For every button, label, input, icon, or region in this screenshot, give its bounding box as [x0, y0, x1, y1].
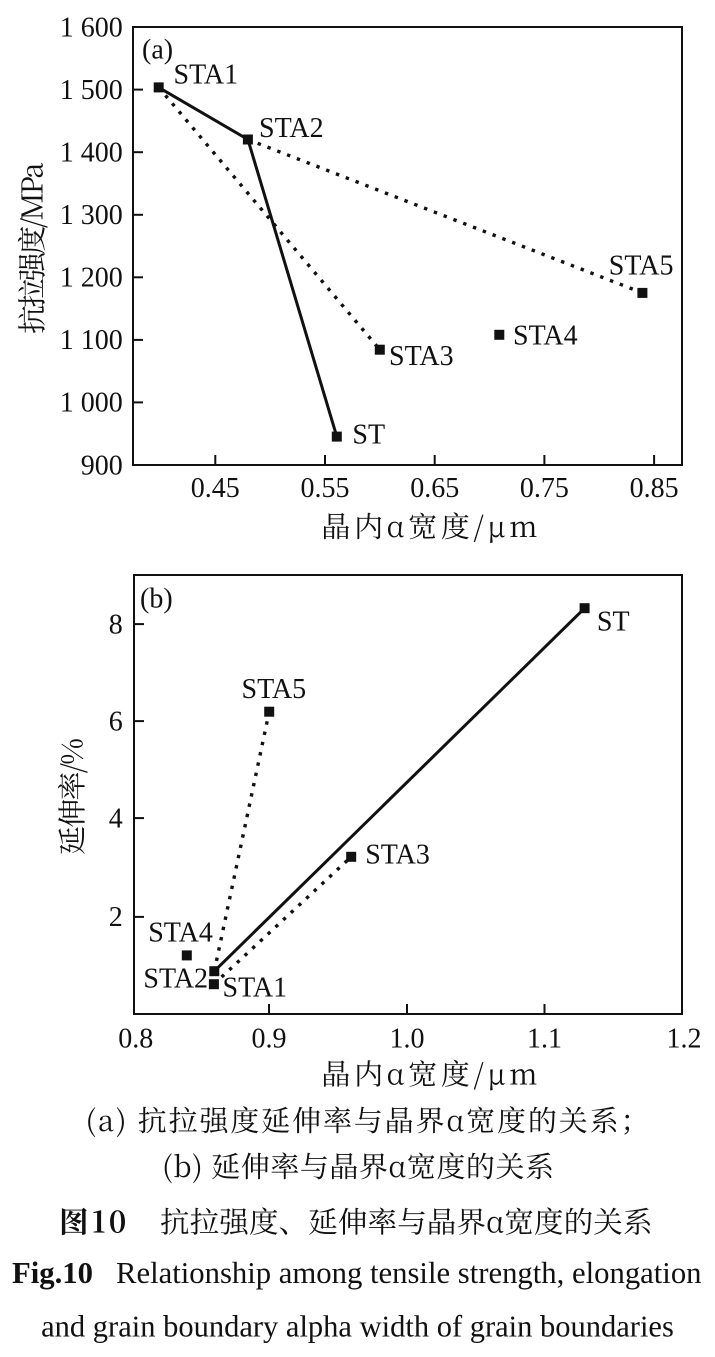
svg-text:900: 900 — [81, 450, 123, 481]
svg-text:8: 8 — [109, 609, 123, 640]
svg-text:1 000: 1 000 — [60, 388, 123, 419]
svg-text:(b): (b) — [140, 584, 173, 615]
svg-text:1.2: 1.2 — [667, 1024, 702, 1055]
svg-text:ST: ST — [352, 420, 385, 451]
svg-text:0.8: 0.8 — [118, 1024, 153, 1055]
svg-text:STA2: STA2 — [259, 113, 324, 144]
svg-text:1 300: 1 300 — [60, 200, 123, 231]
svg-text:STA4: STA4 — [148, 918, 213, 949]
svg-text:(a): (a) — [142, 35, 173, 66]
svg-text:0.55: 0.55 — [301, 473, 350, 504]
svg-text:Fig.10 Relationship among te: Fig.10 Relationship among tensile streng… — [12, 1256, 702, 1290]
svg-text:1 100: 1 100 — [60, 325, 123, 356]
svg-text:6: 6 — [109, 706, 123, 737]
svg-text:STA4: STA4 — [513, 321, 578, 352]
svg-text:4: 4 — [109, 803, 123, 834]
svg-text:STA3: STA3 — [365, 840, 430, 871]
svg-text:0.9: 0.9 — [252, 1024, 287, 1055]
svg-text:0.65: 0.65 — [410, 473, 459, 504]
svg-text:1.1: 1.1 — [527, 1024, 562, 1055]
svg-text:and grain boundary alpha width: and grain boundary alpha width of grain … — [41, 1310, 674, 1344]
svg-text:STA3: STA3 — [389, 341, 454, 372]
svg-text:STA2: STA2 — [143, 963, 208, 994]
svg-text:1 400: 1 400 — [60, 138, 123, 169]
svg-text:STA5: STA5 — [609, 251, 674, 282]
svg-text:STA1: STA1 — [223, 972, 288, 1003]
svg-text:0.75: 0.75 — [520, 473, 569, 504]
svg-text:0.45: 0.45 — [191, 473, 240, 504]
svg-text:0.85: 0.85 — [630, 473, 679, 504]
svg-text:STA5: STA5 — [242, 674, 307, 705]
svg-text:1 200: 1 200 — [60, 263, 123, 294]
svg-text:1.0: 1.0 — [390, 1024, 425, 1055]
svg-text:STA1: STA1 — [174, 60, 239, 91]
svg-text:1 600: 1 600 — [60, 12, 123, 43]
svg-text:2: 2 — [109, 902, 123, 933]
svg-text:ST: ST — [597, 607, 630, 638]
svg-text:1 500: 1 500 — [60, 75, 123, 106]
